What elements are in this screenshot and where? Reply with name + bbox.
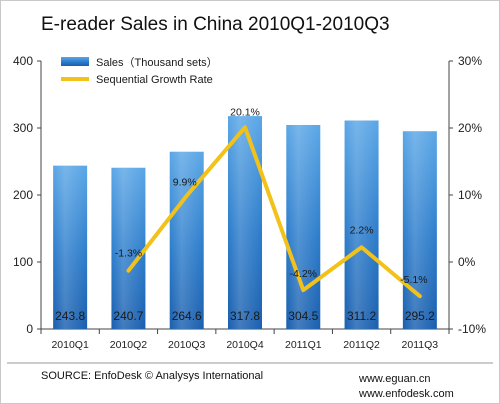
- x-axis-ticks: 2010Q1 2010Q2 2010Q3 2010Q4 2011Q1 2011Q2 2011…: [40, 329, 450, 351]
- growth-value-label: -1.3%: [115, 248, 142, 260]
- line-series: [126, 125, 422, 299]
- right-tick-label: 20%: [458, 121, 482, 135]
- left-tick-label: 0: [26, 322, 33, 336]
- bar-highlight: [53, 165, 88, 329]
- right-axis-ticks: -10% 0% 10% 20% 30%: [449, 54, 486, 336]
- bar-value-label: 295.2: [405, 309, 435, 323]
- bar-value-label: 243.8: [55, 309, 85, 323]
- bar-highlight: [344, 120, 379, 329]
- x-tick-label: 2011Q2: [343, 339, 380, 351]
- left-axis-ticks: 0 100 200 300 400: [13, 54, 41, 336]
- legend: Sales（Thousand sets） Sequential Growth R…: [61, 56, 218, 86]
- x-tick-label: 2011Q1: [285, 339, 322, 351]
- right-tick-label: 10%: [458, 188, 482, 202]
- bar-highlight: [402, 131, 437, 329]
- bar-value-label: 304.5: [288, 309, 318, 323]
- left-tick-label: 200: [13, 188, 33, 202]
- legend-line-label: Sequential Growth Rate: [96, 74, 213, 86]
- x-tick-label: 2010Q2: [110, 339, 148, 351]
- bar-highlight: [286, 124, 321, 329]
- legend-bar-swatch: [61, 57, 89, 66]
- x-tick-label: 2010Q3: [168, 339, 206, 351]
- left-tick-label: 300: [13, 121, 33, 135]
- left-tick-label: 400: [13, 54, 33, 68]
- legend-bar-label: Sales（Thousand sets）: [96, 56, 218, 69]
- bar-value-label: 317.8: [230, 309, 260, 323]
- right-tick-label: 30%: [458, 54, 482, 68]
- bar-highlight: [111, 167, 146, 329]
- url-eguan: www.eguan.cn: [358, 373, 431, 385]
- growth-value-label: -5.1%: [400, 274, 427, 286]
- x-tick-label: 2010Q4: [226, 339, 264, 351]
- bar-value-label: 264.6: [172, 309, 202, 323]
- bar-value-labels: 243.8 240.7 264.6 317.8 304.5 311.2 295.2: [55, 309, 435, 323]
- right-tick-label: -10%: [458, 322, 486, 336]
- growth-value-label: 2.2%: [350, 224, 374, 236]
- bar-highlight: [228, 116, 262, 329]
- left-tick-label: 100: [13, 255, 33, 269]
- line-value-labels: -1.3% 9.9% 20.1% -4.2% 2.2% -5.1%: [115, 106, 428, 286]
- bar-series: [53, 116, 437, 329]
- right-tick-label: 0%: [458, 255, 476, 269]
- bar-value-label: 240.7: [113, 309, 143, 323]
- chart-title: E-reader Sales in China 2010Q1-2010Q3: [41, 14, 390, 35]
- growth-value-label: 9.9%: [173, 177, 197, 189]
- source-text: SOURCE: EnfoDesk © Analysys Internationa…: [41, 370, 263, 382]
- url-enfodesk: www.enfodesk.com: [358, 388, 454, 400]
- growth-value-label: 20.1%: [230, 106, 260, 118]
- x-tick-label: 2010Q1: [51, 339, 89, 351]
- bar-value-label: 311.2: [347, 309, 376, 323]
- x-tick-label: 2011Q3: [402, 339, 439, 351]
- growth-line: [126, 125, 422, 299]
- growth-value-label: -4.2%: [290, 268, 317, 280]
